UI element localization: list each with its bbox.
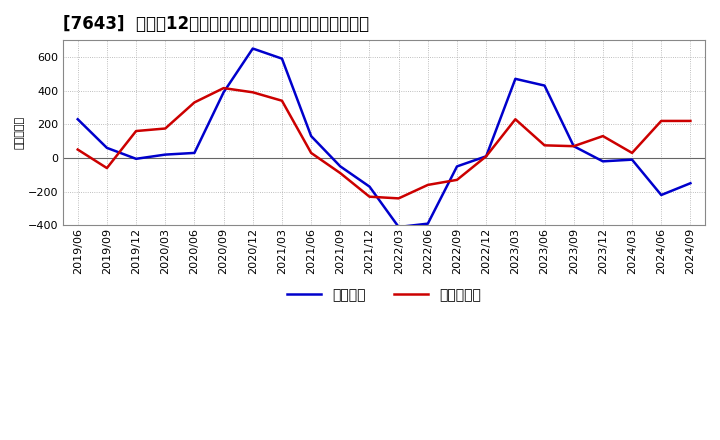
Y-axis label: （百万円）: （百万円）: [15, 116, 25, 149]
経常利益: [628, 157, 636, 162]
当期純利益: [511, 117, 520, 122]
経常利益: [220, 90, 228, 95]
Line: 当期純利益: 当期純利益: [78, 88, 690, 198]
経常利益: [161, 152, 170, 157]
経常利益: [482, 154, 490, 159]
当期純利益: [190, 100, 199, 105]
経常利益: [336, 164, 345, 169]
当期純利益: [423, 182, 432, 187]
経常利益: [278, 56, 287, 61]
Legend: 経常利益, 当期純利益: 経常利益, 当期純利益: [281, 282, 487, 307]
当期純利益: [570, 143, 578, 149]
当期純利益: [453, 177, 462, 183]
経常利益: [365, 184, 374, 189]
当期純利益: [365, 194, 374, 199]
当期純利益: [102, 165, 111, 171]
当期純利益: [657, 118, 665, 124]
当期純利益: [628, 150, 636, 156]
経常利益: [540, 83, 549, 88]
経常利益: [686, 180, 695, 186]
経常利益: [453, 164, 462, 169]
当期純利益: [482, 154, 490, 159]
当期純利益: [598, 133, 607, 139]
Line: 経常利益: 経常利益: [78, 48, 690, 227]
経常利益: [657, 192, 665, 198]
当期純利益: [278, 98, 287, 103]
経常利益: [598, 159, 607, 164]
当期純利益: [161, 126, 170, 131]
当期純利益: [220, 85, 228, 91]
経常利益: [73, 117, 82, 122]
当期純利益: [336, 170, 345, 176]
当期純利益: [395, 196, 403, 201]
当期純利益: [248, 90, 257, 95]
経常利益: [248, 46, 257, 51]
経常利益: [395, 224, 403, 230]
当期純利益: [686, 118, 695, 124]
当期純利益: [73, 147, 82, 152]
経常利益: [102, 145, 111, 150]
当期純利益: [540, 143, 549, 148]
経常利益: [132, 156, 140, 161]
当期純利益: [307, 150, 315, 156]
経常利益: [307, 133, 315, 139]
当期純利益: [132, 128, 140, 134]
経常利益: [511, 76, 520, 81]
経常利益: [570, 143, 578, 149]
経常利益: [423, 221, 432, 226]
経常利益: [190, 150, 199, 156]
Text: [7643]  利益だ12か月移動合計の対前年同期増減額の推移: [7643] 利益だ12か月移動合計の対前年同期増減額の推移: [63, 15, 369, 33]
